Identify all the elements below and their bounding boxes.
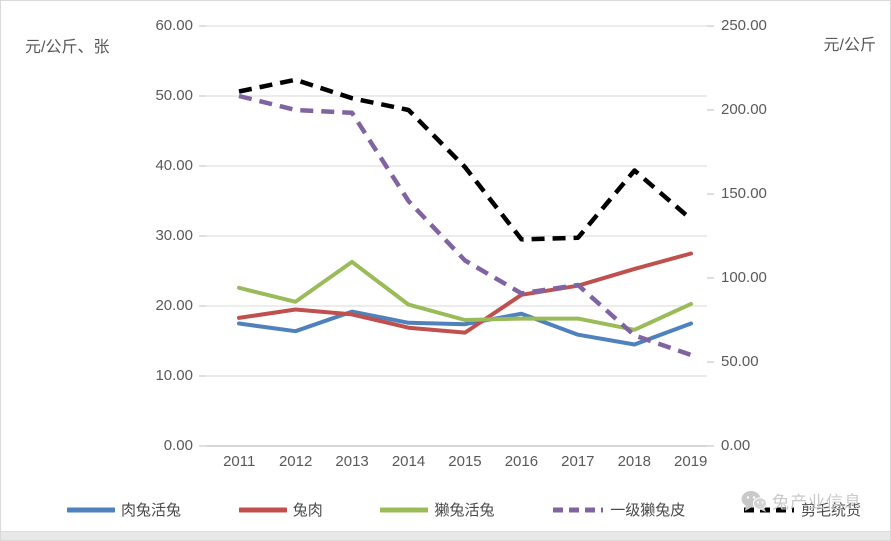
x-tick-year: 2015 xyxy=(448,453,482,470)
series-line-grade1-rex-pelt xyxy=(238,93,692,358)
x-tick-year: 2013 xyxy=(335,453,369,470)
x-tick-year: 2019 xyxy=(674,453,708,470)
legend-item-rabbit-meat: 兔肉 xyxy=(238,499,323,520)
legend-label: 肉兔活兔 xyxy=(121,502,182,519)
x-tick-year: 2018 xyxy=(617,453,651,470)
right-tick: 0.00 xyxy=(721,437,751,454)
legend-label: 獭兔活兔 xyxy=(434,502,495,519)
right-tick: 250.00 xyxy=(721,17,767,34)
series-line-rabbit-meat xyxy=(237,251,693,335)
left-tick: 30.00 xyxy=(155,227,193,244)
series-line-meat-rabbit-live xyxy=(237,309,693,347)
x-tick-year: 2014 xyxy=(391,453,426,470)
left-axis-ticks: 60.00 50.00 40.00 30.00 20.00 10.00 0.00 xyxy=(121,16,193,456)
right-tick: 50.00 xyxy=(721,353,759,370)
series-line-rex-rabbit-live xyxy=(237,259,693,332)
right-tick: 100.00 xyxy=(721,269,767,286)
legend-swatch-line xyxy=(67,507,115,512)
legend-item-rex-rabbit-live: 獭兔活兔 xyxy=(380,499,494,520)
left-tick: 20.00 xyxy=(155,297,193,314)
x-tick-year: 2017 xyxy=(561,453,595,470)
left-axis-unit-label: 元/公斤、张 xyxy=(25,39,110,56)
series-line-sheared-wool xyxy=(238,77,693,242)
legend-swatch-line xyxy=(743,507,794,512)
right-tick: 200.00 xyxy=(721,101,767,118)
left-tick: 60.00 xyxy=(155,17,193,34)
legend-item-grade1-rex-pelt: 一级獭兔皮 xyxy=(552,499,685,520)
legend-label: 剪毛统货 xyxy=(800,502,861,519)
legend-label: 一级獭兔皮 xyxy=(610,502,686,519)
axis-tick-marks xyxy=(199,25,714,447)
legend-item-sheared-wool: 剪毛统货 xyxy=(743,499,861,520)
left-tick: 50.00 xyxy=(155,87,193,104)
x-tick-year: 2012 xyxy=(278,453,313,470)
right-axis-unit-label: 元/公斤 xyxy=(823,37,876,54)
left-tick: 40.00 xyxy=(155,157,193,174)
gridlines xyxy=(206,25,707,377)
legend-label: 兔肉 xyxy=(292,502,323,519)
right-axis-ticks: 250.00 200.00 150.00 100.00 50.00 0.00 xyxy=(721,16,793,456)
legend-swatch-line xyxy=(238,507,287,512)
x-tick-year: 2011 xyxy=(223,453,256,470)
right-tick: 150.00 xyxy=(721,185,767,202)
left-tick: 10.00 xyxy=(155,367,193,384)
x-axis-ticks: 2011 2012 2013 2014 2015 2016 2017 2018 … xyxy=(211,453,719,470)
legend-swatch-line xyxy=(553,507,604,512)
legend-item-meat-rabbit-live: 肉兔活兔 xyxy=(67,499,181,520)
legend: 肉兔活兔 兔肉 獭兔活兔 一级獭兔皮 剪毛统货 xyxy=(67,499,861,520)
x-tick-year: 2016 xyxy=(504,453,539,470)
left-tick: 0.00 xyxy=(163,437,193,454)
bottom-edge-strip xyxy=(1,531,890,540)
legend-swatch-line xyxy=(380,507,429,512)
